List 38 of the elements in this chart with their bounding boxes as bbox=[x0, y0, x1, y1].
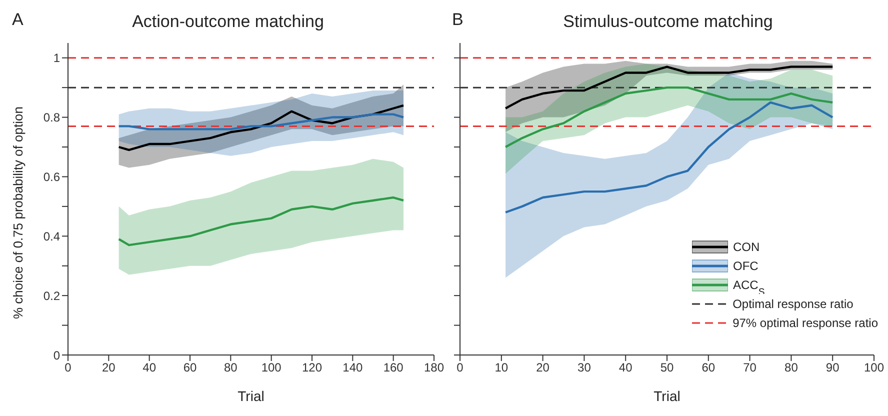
x-tick-label: 40 bbox=[142, 360, 156, 375]
x-tick-label: 60 bbox=[702, 360, 716, 375]
x-tick-label: 10 bbox=[494, 360, 508, 375]
x-tick-label: 120 bbox=[302, 360, 322, 375]
x-tick-label: 80 bbox=[784, 360, 798, 375]
chart-title: Stimulus-outcome matching bbox=[563, 12, 773, 31]
y-tick-label: 0.4 bbox=[43, 229, 60, 244]
x-tick-label: 50 bbox=[660, 360, 674, 375]
x-tick-label: 180 bbox=[424, 360, 444, 375]
y-axis-title: % choice of 0.75 probability of option bbox=[10, 106, 26, 319]
y-tick-label: 0.2 bbox=[43, 288, 60, 303]
x-tick-label: 0 bbox=[64, 360, 72, 375]
text: A bbox=[12, 10, 24, 30]
x-tick-label: 20 bbox=[536, 360, 550, 375]
legend-label: OFC bbox=[732, 258, 758, 272]
y-tick-label: 0 bbox=[53, 348, 60, 362]
legend-label: Optimal response ratio bbox=[732, 296, 854, 310]
x-tick-label: 140 bbox=[342, 360, 363, 375]
x-tick-label: 80 bbox=[224, 360, 238, 375]
x-axis-title: Trial bbox=[654, 388, 680, 404]
legend-label: CON bbox=[732, 240, 760, 254]
x-tick-label: 100 bbox=[261, 360, 282, 375]
x-tick-label: 90 bbox=[826, 360, 840, 375]
x-tick-label: 160 bbox=[383, 360, 404, 375]
x-tick-label: 40 bbox=[618, 360, 633, 375]
x-tick-label: 60 bbox=[183, 360, 197, 375]
text: B bbox=[452, 10, 464, 30]
legend-label: 97% optimal response ratio bbox=[732, 316, 878, 330]
y-tick-label: 0.6 bbox=[43, 170, 60, 184]
x-tick-label: 30 bbox=[578, 360, 592, 375]
x-tick-label: 20 bbox=[102, 360, 116, 375]
y-tick-label: 1 bbox=[53, 51, 60, 66]
x-tick-label: 0 bbox=[456, 360, 464, 375]
y-tick-label: 0.8 bbox=[43, 110, 60, 125]
x-axis-title: Trial bbox=[238, 388, 264, 404]
chart-title: Action-outcome matching bbox=[132, 12, 324, 31]
x-tick-label: 100 bbox=[864, 360, 884, 375]
x-tick-label: 70 bbox=[743, 360, 757, 375]
